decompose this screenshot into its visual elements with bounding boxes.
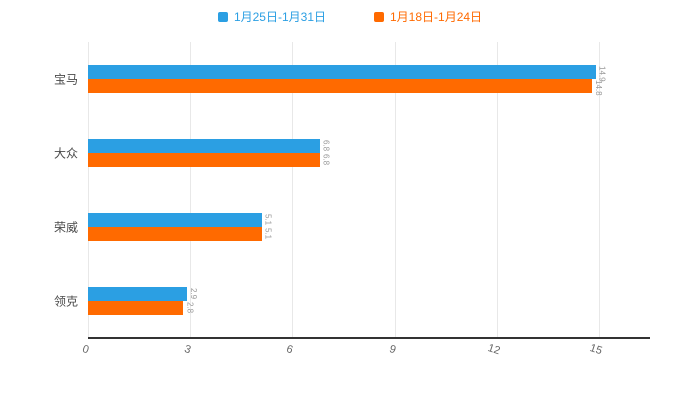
bar-1月18日-1月24日[interactable]: 14.8 [88,79,603,96]
category-label: 大众 [53,146,78,161]
bar-1月25日-1月31日[interactable]: 6.8 [88,139,331,153]
x-tick-label: 15 [588,342,604,358]
plot-area: 宝马 14.9 14.8 大众 6.8 6.8 荣威 5.1 5.1 领克 2.9 2.8 [54,42,650,339]
bar-1月18日-1月24日[interactable]: 2.8 [88,301,194,315]
bar-value-label: 6.8 [321,140,331,152]
category-label: 领克 [53,294,78,309]
bar-1月18日-1月24日[interactable]: 6.8 [88,153,331,167]
category-label: 宝马 [53,72,78,87]
bar-1月25日-1月31日[interactable]: 5.1 [88,213,273,227]
bar-1月25日-1月31日[interactable]: 14.9 [88,65,607,82]
legend-marker-icon [217,11,228,22]
x-axis-line [88,337,650,339]
x-tick-label: 0 [80,343,91,357]
bar-group: 14.9 14.8 [88,65,650,96]
x-tick-label: 9 [387,343,397,357]
bar-value-label: 5.1 [263,214,273,226]
category-label: 荣威 [53,220,78,235]
bar-value-label: 6.8 [321,154,331,166]
legend-item[interactable]: 1月25日-1月31日 [217,8,326,25]
bar-group: 6.8 6.8 [88,139,650,167]
gridline [496,42,498,338]
gridline [598,42,600,338]
bar-1月25日-1月31日[interactable]: 2.9 [88,287,198,301]
legend-label: 1月25日-1月31日 [233,10,326,24]
bar-value-label: 2.9 [188,288,198,300]
bar-value-label: 14.8 [594,80,604,96]
x-tick-label: 3 [182,343,193,357]
gridline [394,42,396,338]
gridline [190,42,192,338]
category-row: 领克 2.9 2.8 [54,264,650,338]
legend-marker-icon [374,11,384,22]
category-row: 大众 6.8 6.8 [54,116,650,190]
x-tick-label: 6 [285,343,295,357]
bar-group: 2.9 2.8 [88,287,650,315]
bar-value-label: 14.9 [597,66,607,82]
category-row: 宝马 14.9 14.8 [54,42,650,116]
legend-label: 1月18日-1月24日 [390,10,483,24]
gridline [88,42,89,338]
bar-value-label: 2.8 [185,302,195,314]
x-tick-label: 12 [485,342,502,358]
bar-1月18日-1月24日[interactable]: 5.1 [88,227,273,241]
gridline [292,42,294,338]
legend: 1月25日-1月31日 1月18日-1月24日 [0,8,700,25]
x-axis-tick-labels: 0 3 6 9 12 15 [81,342,650,374]
bar-group: 5.1 5.1 [88,213,650,241]
category-row: 荣威 5.1 5.1 [54,190,650,264]
bar-value-label: 5.1 [263,228,273,240]
legend-item[interactable]: 1月18日-1月24日 [374,8,482,25]
